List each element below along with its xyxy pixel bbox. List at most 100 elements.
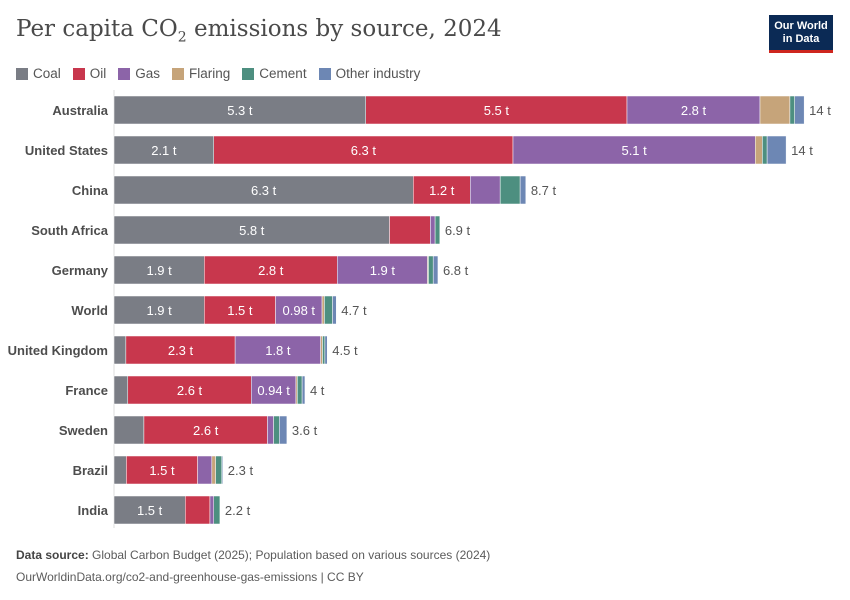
segment-label: 1.9 t	[146, 303, 172, 318]
bar-segment-other-industry	[221, 455, 224, 485]
total-label: 2.2 t	[225, 503, 251, 518]
bar-segment-coal	[113, 175, 414, 205]
total-label: 4 t	[310, 383, 325, 398]
segment-label: 2.8 t	[681, 103, 707, 118]
bar-segment-gas	[251, 375, 297, 405]
bar-segment-cement	[273, 415, 280, 445]
bar-segment-coal	[113, 295, 205, 325]
category-label: Sweden	[59, 423, 108, 438]
legend-item-gas[interactable]: Gas	[118, 66, 160, 81]
bar-segment-other-industry	[432, 255, 439, 285]
bar-segment-gas	[470, 175, 501, 205]
legend-label: Coal	[33, 66, 61, 81]
bar-segment-oil	[127, 375, 252, 405]
bar-segment-flaring	[320, 335, 323, 365]
segment-label: 1.5 t	[137, 503, 163, 518]
segment-label: 5.3 t	[227, 103, 253, 118]
legend-swatch	[118, 67, 131, 80]
category-label: France	[65, 383, 108, 398]
bar-segment-gas	[275, 295, 323, 325]
legend-label: Oil	[89, 66, 107, 81]
category-label: United States	[25, 143, 108, 158]
bar-segment-other-industry	[301, 375, 306, 405]
segment-label: 5.5 t	[484, 103, 510, 118]
legend-swatch	[318, 67, 331, 80]
bar-segment-oil	[204, 295, 276, 325]
category-label: Australia	[52, 103, 108, 118]
bar-segment-cement	[428, 255, 434, 285]
bar-segment-oil	[389, 215, 431, 245]
bar-segment-cement	[762, 135, 768, 165]
bar-segment-oil	[365, 95, 628, 125]
bar-segment-cement	[297, 375, 303, 405]
total-label: 14 t	[791, 143, 813, 158]
bar-segment-flaring	[321, 295, 325, 325]
bar-segment-oil	[204, 255, 338, 285]
owid-logo[interactable]: Our World in Data	[769, 15, 833, 53]
bar-segment-coal	[113, 215, 390, 245]
legend-item-oil[interactable]: Oil	[72, 66, 107, 81]
bar-segment-gas	[209, 495, 214, 525]
segment-label: 1.9 t	[146, 263, 172, 278]
legend-swatch	[172, 67, 185, 80]
bar-segment-flaring	[211, 455, 216, 485]
total-label: 3.6 t	[292, 423, 318, 438]
bar-segment-other-industry	[766, 135, 787, 165]
bar-segment-gas	[267, 415, 274, 445]
category-label: United Kingdom	[8, 343, 108, 358]
segment-label: 1.9 t	[370, 263, 396, 278]
total-label: 4.7 t	[341, 303, 367, 318]
bar-segment-other-industry	[794, 95, 805, 125]
segment-label: 6.3 t	[351, 143, 377, 158]
legend-label: Gas	[135, 66, 161, 81]
category-label: China	[72, 183, 109, 198]
legend-item-cement[interactable]: Cement	[242, 66, 307, 81]
segment-label: 2.3 t	[168, 343, 194, 358]
legend-swatch	[72, 67, 85, 80]
legend-item-coal[interactable]: Coal	[16, 66, 61, 81]
segment-label: 5.1 t	[621, 143, 647, 158]
segment-label: 2.6 t	[177, 383, 203, 398]
bar-segment-oil	[125, 335, 236, 365]
legend-label: Other industry	[335, 66, 421, 81]
bar-segment-cement	[213, 495, 221, 525]
legend: Coal Oil Gas Flaring Cement Other industry	[16, 66, 420, 81]
legend-swatch	[242, 67, 255, 80]
total-label: 6.9 t	[445, 223, 471, 238]
segment-label: 1.8 t	[265, 343, 291, 358]
bar-segment-other-industry	[324, 335, 328, 365]
segment-label: 1.2 t	[429, 183, 455, 198]
bar-segment-coal	[113, 95, 366, 125]
bar-segment-flaring	[759, 95, 791, 125]
bar-segment-oil	[185, 495, 211, 525]
bar-segment-coal	[113, 375, 129, 405]
segment-label: 2.6 t	[193, 423, 219, 438]
legend-item-other-industry[interactable]: Other industry	[318, 66, 421, 81]
bar-segment-oil	[213, 135, 514, 165]
total-label: 6.8 t	[443, 263, 469, 278]
bar-segment-other-industry	[519, 175, 527, 205]
segment-label: 2.1 t	[151, 143, 177, 158]
segment-label: 1.5 t	[149, 463, 175, 478]
segment-label: 0.98 t	[283, 303, 316, 318]
legend-item-flaring[interactable]: Flaring	[172, 66, 230, 81]
bar-segment-other-industry	[279, 415, 288, 445]
bar-segment-coal	[113, 495, 186, 525]
bar-segment-oil	[413, 175, 471, 205]
bar-segment-coal	[113, 335, 127, 365]
bar-segment-gas	[430, 215, 436, 245]
bar-segment-coal	[113, 255, 205, 285]
segment-label: 2.8 t	[258, 263, 284, 278]
segment-label: 1.5 t	[227, 303, 253, 318]
source-url[interactable]: OurWorldinData.org/co2-and-greenhouse-ga…	[16, 570, 364, 584]
bar-segment-flaring	[755, 135, 763, 165]
bar-segment-coal	[113, 415, 145, 445]
total-label: 2.3 t	[228, 463, 254, 478]
bar-segment-oil	[126, 455, 198, 485]
total-label: 8.7 t	[531, 183, 557, 198]
segment-label: 5.8 t	[239, 223, 265, 238]
bar-segment-other-industry	[332, 295, 337, 325]
legend-label: Flaring	[189, 66, 231, 81]
category-label: World	[71, 303, 108, 318]
